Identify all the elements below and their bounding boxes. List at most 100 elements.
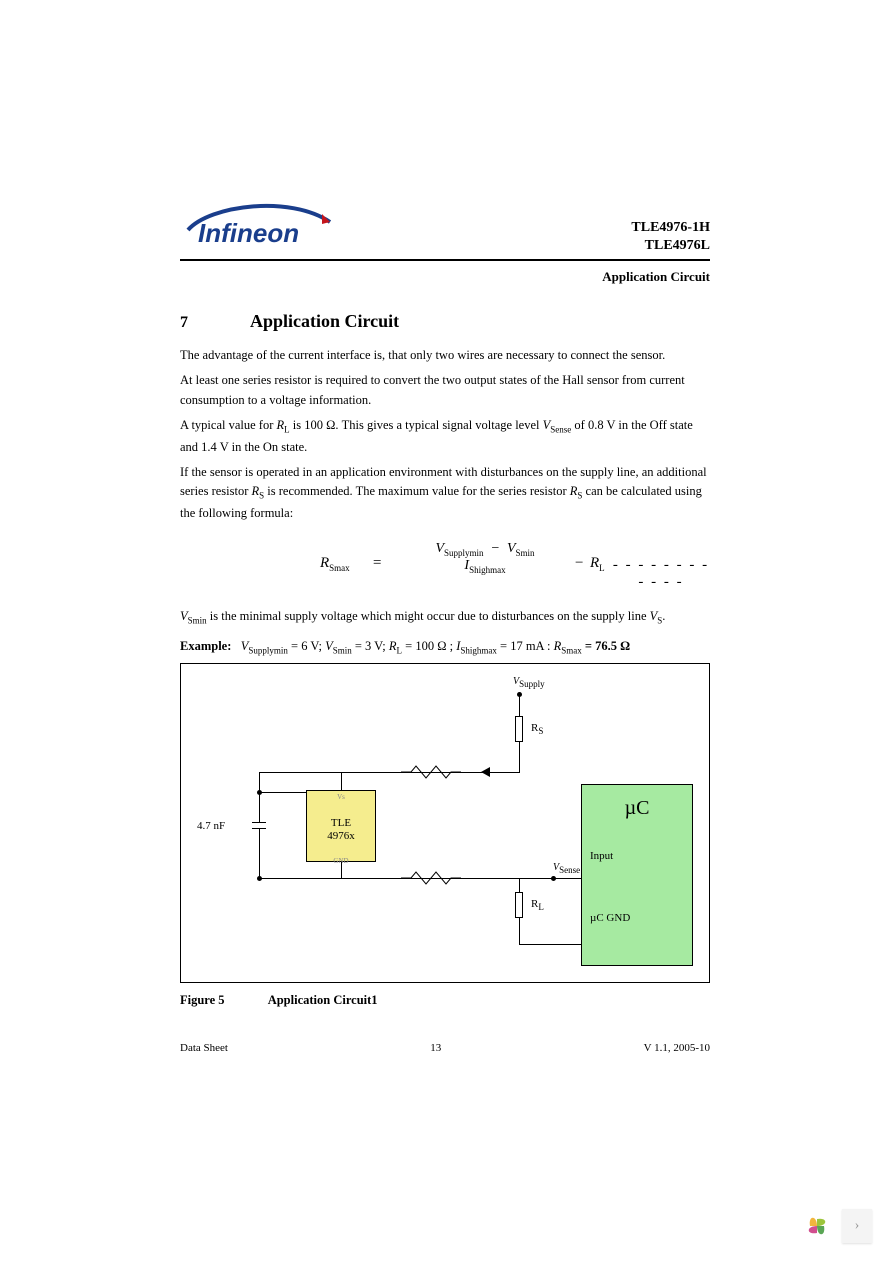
ex-v2-val: = 3 V; (352, 639, 389, 653)
p5-b: is the minimal supply voltage which migh… (207, 609, 650, 623)
wire (519, 944, 581, 945)
rl-label: RL (531, 898, 544, 912)
f-lhs-sub: Smax (329, 563, 350, 573)
tle-name-2: 4976x (307, 830, 375, 843)
node-dot (257, 876, 262, 881)
vsense-label: VSense (553, 862, 580, 875)
f-lhs-sym: R (320, 555, 329, 571)
footer-right: V 1.1, 2005-10 (644, 1042, 710, 1054)
ex-r1-val: = 100 Ω ; (402, 639, 456, 653)
para-3: A typical value for RL is 100 Ω. This gi… (180, 416, 710, 457)
example-row: Example: VSupplymin = 6 V; VSmin = 3 V; … (180, 639, 710, 656)
ex-res-sub: Smax (561, 645, 582, 655)
ex-v2-sub: Smin (333, 645, 352, 655)
section-heading: 7 Application Circuit (180, 311, 710, 332)
p3-mid1: is 100 Ω. This gives a typical signal vo… (290, 418, 543, 432)
circuit-diagram: VSupply RS 4.7 nF Vs (180, 663, 710, 983)
formula-lhs: RSmax (320, 555, 350, 573)
wire (553, 878, 581, 879)
p5-a-sub: Smin (188, 616, 207, 626)
microcontroller-box: µC Input µC GND (581, 784, 693, 966)
uc-input-label: Input (590, 850, 684, 862)
section-number: 7 (180, 314, 250, 332)
ex-v1-sub: Supplymin (248, 645, 288, 655)
formula-fraction: VSupplymin − VSmin IShighmax (400, 541, 570, 575)
cap-value-label: 4.7 nF (197, 820, 225, 832)
frac-denominator: IShighmax (400, 558, 570, 575)
p5-a: V (180, 609, 188, 623)
header-section-label: Application Circuit (180, 269, 710, 285)
f-num-b: V (507, 541, 516, 556)
page-content: Infineon TLE4976-1H TLE4976L Application… (180, 200, 710, 1054)
wire (259, 772, 260, 822)
tle-sensor-box: Vs TLE 4976x GND (306, 790, 376, 862)
product-code-1: TLE4976-1H (631, 219, 710, 237)
formula-dashes: - - - - - - - - - - - - (612, 557, 710, 591)
resistor-rs (515, 716, 523, 742)
wire-zigzag-icon (401, 870, 461, 886)
ex-res-val: = 76.5 Ω (582, 639, 630, 653)
f-num-a: V (435, 541, 444, 556)
footer-left: Data Sheet (180, 1042, 228, 1054)
frac-numerator: VSupplymin − VSmin (400, 541, 570, 558)
p3-vsub: Sense (550, 425, 571, 435)
infineon-logo: Infineon (180, 200, 340, 255)
vsupply-label: VSupply (513, 676, 545, 689)
f-num-a-sub: Supplymin (444, 548, 484, 558)
page-footer: Data Sheet 13 V 1.1, 2005-10 (180, 1042, 710, 1054)
formula-rl: RL (590, 555, 605, 573)
product-code-2: TLE4976L (631, 237, 710, 255)
section-title: Application Circuit (250, 311, 399, 332)
figure-caption: Figure 5 Application Circuit1 (180, 993, 710, 1008)
formula-minus: − (575, 555, 583, 572)
chevron-right-icon: › (855, 1218, 860, 1234)
f-num-minus: − (491, 541, 500, 556)
corner-widget: › (800, 1209, 872, 1243)
para-1: The advantage of the current interface i… (180, 346, 710, 365)
ex-r1: R (389, 639, 397, 653)
p4-rs: R (252, 484, 260, 498)
figure-label: Figure 5 (180, 993, 225, 1007)
uc-title: µC (590, 797, 684, 820)
f-tail-sub: L (599, 563, 605, 573)
tle-vs-pin: Vs (307, 793, 375, 801)
wire (341, 862, 342, 878)
rl-sub: L (538, 902, 544, 912)
wire (341, 772, 342, 790)
svg-text:Infineon: Infineon (198, 218, 299, 248)
product-codes: TLE4976-1H TLE4976L (631, 219, 710, 255)
figure-title: Application Circuit1 (268, 993, 378, 1007)
formula: RSmax = VSupplymin − VSmin IShighmax − R… (180, 541, 710, 589)
para-4: If the sensor is operated in an applicat… (180, 463, 710, 523)
wire (259, 792, 306, 793)
tle-name: TLE 4976x (307, 817, 375, 843)
wire (259, 828, 260, 878)
footer-center: 13 (430, 1042, 441, 1054)
next-button[interactable]: › (842, 1209, 872, 1243)
f-tail: R (590, 555, 599, 571)
formula-eq: = (372, 555, 382, 572)
ex-v2: V (325, 639, 333, 653)
uc-gnd-label: µC GND (590, 912, 684, 924)
example-label: Example: (180, 639, 231, 653)
ex-i1-val: = 17 mA : (497, 639, 554, 653)
p3-r: R (277, 418, 285, 432)
p3-pre: A typical value for (180, 418, 277, 432)
p4-b: is recommended. The maximum value for th… (264, 484, 570, 498)
wire (519, 878, 520, 892)
resistor-rl (515, 892, 523, 918)
wire-zigzag-icon (401, 764, 461, 780)
rs-label: RS (531, 722, 543, 736)
para-5: VSmin is the minimal supply voltage whic… (180, 607, 710, 628)
f-den-sub: Shighmax (469, 565, 506, 575)
ex-v1-val: = 6 V; (288, 639, 325, 653)
rs-sub: S (538, 726, 543, 736)
f-num-b-sub: Smin (516, 548, 535, 558)
wire (519, 694, 520, 716)
vsup-sub: Supply (519, 679, 545, 689)
p5-d: . (662, 609, 665, 623)
wire (519, 742, 520, 772)
vsense-sub: Sense (559, 865, 580, 875)
tle-name-1: TLE (307, 817, 375, 830)
para-2: At least one series resistor is required… (180, 371, 710, 410)
